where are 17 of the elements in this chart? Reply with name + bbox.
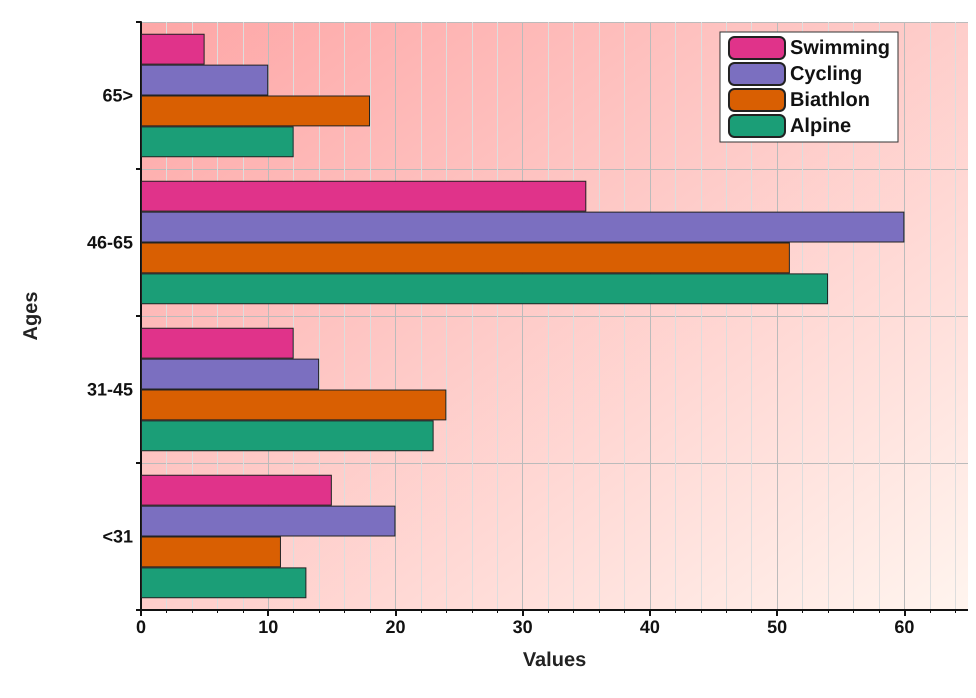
y-tick-label: 31-45	[86, 380, 133, 400]
x-tick-label: 30	[512, 617, 533, 637]
y-tick-label: 65>	[102, 86, 133, 106]
x-tick-label: 10	[258, 617, 278, 637]
legend-label: Alpine	[790, 115, 852, 137]
x-tick-label: 60	[894, 617, 914, 637]
x-tick-label: 20	[385, 617, 406, 637]
x-tick-label: 0	[136, 617, 146, 637]
legend-label: Cycling	[790, 63, 862, 85]
y-tick-label: 46-65	[86, 232, 133, 252]
y-axis-title: Ages	[20, 292, 42, 340]
legend-label: Biathlon	[790, 89, 870, 111]
y-tick-label: <31	[102, 526, 133, 546]
x-axis-title: Values	[522, 649, 586, 671]
x-tick-label: 50	[767, 617, 788, 637]
legend-label: Swimming	[790, 37, 890, 59]
x-tick-label: 40	[640, 617, 660, 637]
